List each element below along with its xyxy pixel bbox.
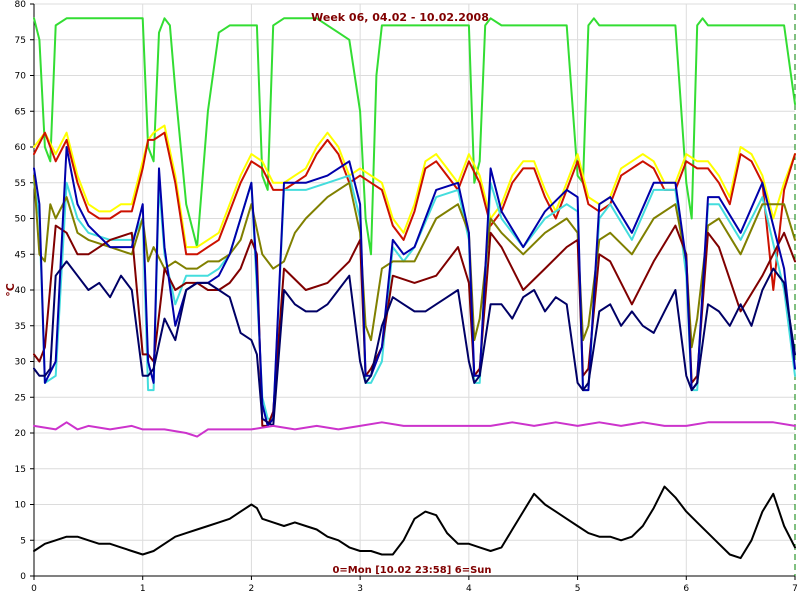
y-tick-label: 35 [15, 322, 26, 332]
y-tick-label: 30 [15, 358, 27, 368]
y-tick-label: 15 [15, 465, 26, 475]
series-line-6 [33, 224, 796, 427]
x-tick-label: 4 [466, 584, 472, 594]
y-tick-label: 25 [15, 393, 26, 403]
y-tick-label: 55 [15, 179, 26, 189]
x-tick-label: 2 [249, 584, 255, 594]
y-tick-label: 5 [20, 536, 26, 546]
y-tick-label: 50 [15, 215, 27, 225]
status-text: 0=Mon [10.02 23:58] 6=Sun [332, 565, 491, 576]
series-line-8 [33, 260, 796, 427]
y-axis-label: °C [4, 283, 17, 297]
x-tick-label: 1 [140, 584, 146, 594]
y-tick-labels: 0 5 10 15 20 25 30 35 40 45 50 55 60 65 70 75 80 [15, 0, 27, 582]
y-tick-label: 75 [15, 36, 26, 46]
series-line-3 [33, 131, 796, 291]
series-line-1 [33, 17, 796, 256]
y-tick-label: 80 [15, 0, 27, 10]
series-lines [33, 17, 796, 560]
y-tick-label: 0 [20, 572, 26, 582]
chart-title: Week 06, 04.02 - 10.02.2008 [311, 11, 489, 24]
y-tick-label: 65 [15, 107, 26, 117]
y-tick-label: 70 [15, 72, 27, 82]
y-tick-label: 10 [15, 501, 27, 511]
x-tick-label: 5 [575, 584, 581, 594]
series-line-10 [33, 485, 796, 560]
x-tick-label: 3 [357, 584, 363, 594]
y-tick-label: 20 [15, 429, 27, 439]
x-tick-label: 7 [792, 584, 798, 594]
x-tick-labels: 0 1 2 3 4 5 6 7 [31, 584, 798, 594]
y-tick-label: 60 [15, 143, 27, 153]
y-tick-label: 45 [15, 250, 26, 260]
x-tick-label: 6 [683, 584, 689, 594]
y-tick-label: 40 [15, 286, 27, 296]
series-line-9 [33, 421, 796, 438]
series-line-4 [33, 174, 796, 420]
x-tick-label: 0 [31, 584, 37, 594]
